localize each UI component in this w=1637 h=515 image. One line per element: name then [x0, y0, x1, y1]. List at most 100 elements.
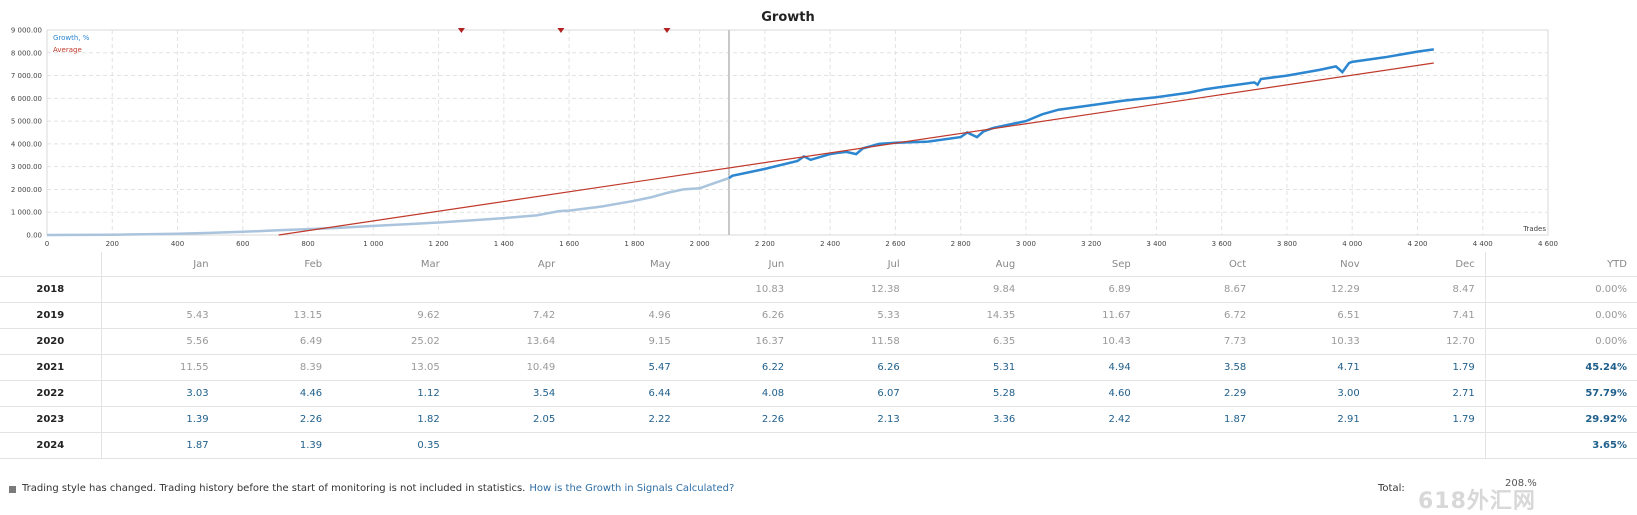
month-value-cell: 6.72 — [1140, 302, 1257, 329]
month-value-cell: 6.07 — [794, 380, 910, 407]
month-value-cell: 9.15 — [565, 328, 681, 355]
month-value-cell — [1140, 432, 1257, 459]
month-value-cell: 5.56 — [101, 328, 219, 355]
month-value-cell: 12.38 — [794, 276, 910, 303]
month-value-cell: 2.13 — [794, 406, 910, 433]
month-value-cell: 14.35 — [909, 302, 1026, 329]
month-column-header: Apr — [537, 258, 556, 270]
month-value-cell — [449, 276, 566, 303]
event-marker — [663, 28, 671, 33]
info-square-icon — [9, 486, 16, 493]
x-tick-label: 2 400 — [820, 240, 840, 248]
month-column-header: Oct — [1228, 258, 1247, 270]
ytd-cell: 0.00% — [1484, 302, 1637, 329]
table-row: 2018 10.83 12.38 9.84 6.89 8.67 12.29 8.47 0.00% — [0, 276, 1637, 303]
month-value-cell: 2.29 — [1140, 380, 1257, 407]
x-tick-label: 4 600 — [1538, 240, 1558, 248]
table-row: 2020 5.56 6.49 25.02 13.64 9.15 16.37 11.58 6.35… — [0, 328, 1637, 355]
month-value-cell: 6.35 — [909, 328, 1026, 355]
month-value-cell: 16.37 — [680, 328, 795, 355]
month-value-cell: 1.79 — [1369, 354, 1486, 381]
x-tick-label: 600 — [236, 240, 249, 248]
month-value-cell: 10.33 — [1256, 328, 1370, 355]
month-value-cell: 4.71 — [1256, 354, 1370, 381]
chart-title: Growth — [761, 10, 815, 25]
month-value-cell: 8.47 — [1369, 276, 1486, 303]
month-column-header: Jul — [887, 258, 900, 270]
year-column-header — [0, 252, 102, 277]
plot-area — [46, 29, 1549, 236]
footer-note: Trading style has changed. Trading histo… — [22, 483, 734, 494]
legend-average: Average — [53, 46, 82, 54]
x-tick-label: 2 800 — [951, 240, 971, 248]
month-value-cell — [565, 432, 681, 459]
ytd-cell: 0.00% — [1484, 328, 1637, 355]
month-value-cell — [565, 276, 681, 303]
x-tick-label: 3 600 — [1212, 240, 1232, 248]
month-column-header: May — [650, 258, 671, 270]
year-cell: 2022 — [0, 380, 102, 407]
y-tick-label: 1 000.00 — [11, 209, 42, 217]
x-tick-label: 1 400 — [494, 240, 514, 248]
x-tick-label: 4 000 — [1342, 240, 1362, 248]
table-row: 2019 5.43 13.15 9.62 7.42 4.96 6.26 5.33 14.35 11… — [0, 302, 1637, 329]
year-cell: 2021 — [0, 354, 102, 381]
month-value-cell: 2.71 — [1369, 380, 1486, 407]
y-tick-label: 3 000.00 — [11, 163, 42, 171]
month-value-cell: 6.49 — [218, 328, 333, 355]
month-value-cell: 11.67 — [1025, 302, 1141, 329]
month-value-cell: 4.96 — [565, 302, 681, 329]
month-value-cell: 1.12 — [332, 380, 450, 407]
table-row: 2022 3.03 4.46 1.12 3.54 6.44 4.08 6.07 5.28 4.60… — [0, 380, 1637, 407]
event-marker — [457, 28, 465, 33]
month-value-cell: 25.02 — [332, 328, 450, 355]
growth-calculation-link[interactable]: How is the Growth in Signals Calculated? — [529, 483, 735, 494]
y-tick-label: 7 000.00 — [11, 72, 42, 80]
monthly-growth-table: Jan Feb Mar Apr May Jun Jul Aug Sep Oct Nov Dec YTD … — [0, 252, 1637, 459]
ytd-cell: 45.24% — [1484, 354, 1637, 381]
y-tick-label: 6 000.00 — [11, 95, 42, 103]
month-value-cell: 3.36 — [909, 406, 1026, 433]
y-tick-label: 9 000.00 — [11, 27, 42, 35]
table-row: 2023 1.39 2.26 1.82 2.05 2.22 2.26 2.13 3.36 2.42… — [0, 406, 1637, 433]
y-tick-label: 8 000.00 — [11, 49, 42, 57]
month-value-cell: 2.05 — [449, 406, 566, 433]
x-tick-label: 2 600 — [885, 240, 905, 248]
month-value-cell: 9.62 — [332, 302, 450, 329]
month-value-cell: 5.31 — [909, 354, 1026, 381]
month-value-cell: 13.05 — [332, 354, 450, 381]
month-column-header: Jan — [193, 258, 209, 270]
month-value-cell: 2.26 — [680, 406, 795, 433]
year-cell: 2023 — [0, 406, 102, 433]
month-value-cell: 7.41 — [1369, 302, 1486, 329]
month-value-cell: 5.47 — [565, 354, 681, 381]
month-value-cell — [332, 276, 450, 303]
month-value-cell: 7.42 — [449, 302, 566, 329]
month-column-header: Dec — [1455, 258, 1475, 270]
footer-note-text: Trading style has changed. Trading histo… — [22, 483, 526, 494]
month-value-cell: 5.28 — [909, 380, 1026, 407]
month-value-cell: 4.08 — [680, 380, 795, 407]
y-tick-label: 4 000.00 — [11, 140, 42, 148]
x-tick-label: 4 400 — [1473, 240, 1493, 248]
month-column-header: YTD — [1484, 252, 1637, 277]
month-value-cell: 13.64 — [449, 328, 566, 355]
month-value-cell: 10.43 — [1025, 328, 1141, 355]
year-cell: 2020 — [0, 328, 102, 355]
month-value-cell: 6.26 — [794, 354, 910, 381]
month-value-cell: 10.49 — [449, 354, 566, 381]
average-line — [278, 62, 1434, 236]
month-value-cell: 4.60 — [1025, 380, 1141, 407]
x-tick-label: 2 200 — [755, 240, 775, 248]
month-column-header: Jun — [768, 258, 785, 270]
ytd-cell: 29.92% — [1484, 406, 1637, 433]
month-value-cell: 6.89 — [1025, 276, 1141, 303]
table-header-row: Jan Feb Mar Apr May Jun Jul Aug Sep Oct Nov Dec YTD — [0, 252, 1637, 277]
y-tick-label: 5 000.00 — [11, 118, 42, 126]
y-tick-label: 2 000.00 — [11, 186, 42, 194]
event-marker — [557, 28, 565, 33]
watermark-logo: 618外汇网 — [1418, 489, 1536, 514]
ytd-cell: 3.65% — [1484, 432, 1637, 459]
table-row: 2024 1.87 1.39 0.35 3.65% — [0, 432, 1637, 459]
month-value-cell — [909, 432, 1026, 459]
